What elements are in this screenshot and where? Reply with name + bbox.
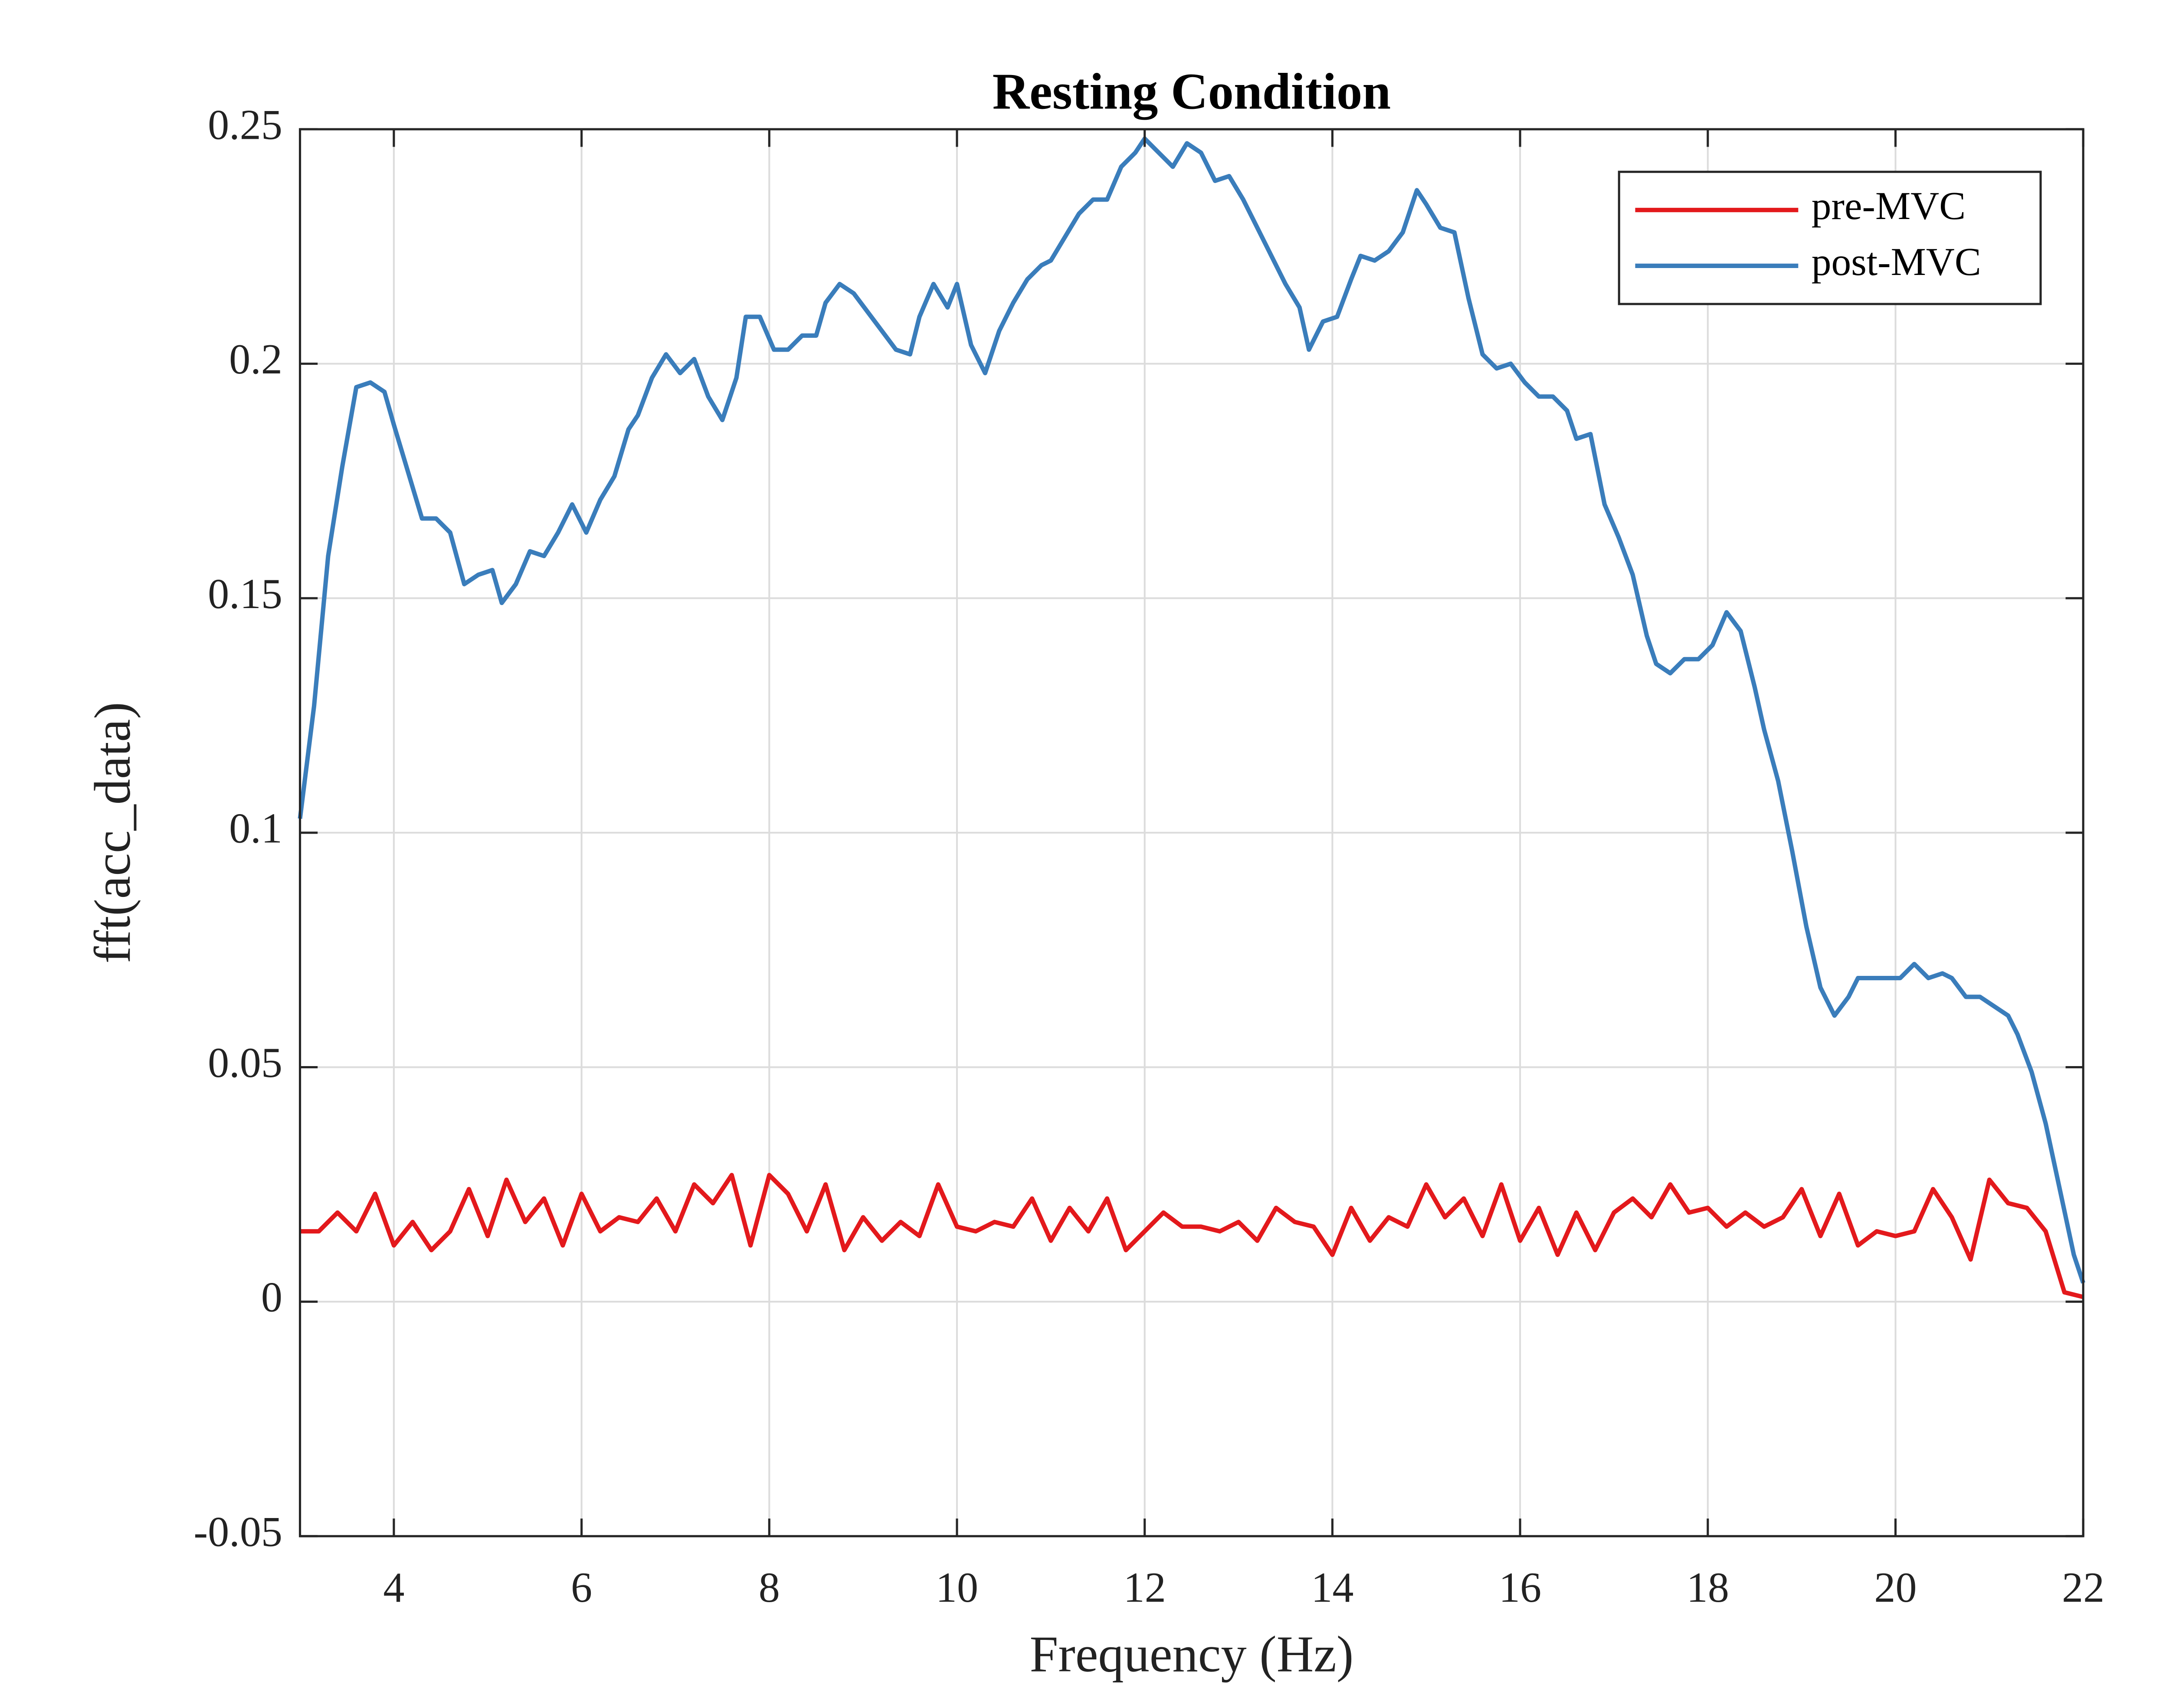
- legend-label: pre-MVC: [1812, 184, 1966, 228]
- x-tick-label: 6: [571, 1564, 592, 1611]
- y-tick-label: -0.05: [193, 1508, 282, 1555]
- x-tick-label: 20: [1874, 1564, 1917, 1611]
- x-tick-label: 12: [1124, 1564, 1166, 1611]
- x-tick-label: 22: [2062, 1564, 2104, 1611]
- x-tick-label: 10: [936, 1564, 978, 1611]
- y-axis-label: fft(acc_data): [84, 702, 141, 963]
- x-tick-label: 16: [1499, 1564, 1541, 1611]
- y-tick-label: 0.1: [229, 805, 282, 852]
- y-tick-label: 0.15: [208, 571, 282, 618]
- plot-area: [298, 136, 2086, 1299]
- x-tick-label: 18: [1687, 1564, 1729, 1611]
- y-tick-label: 0: [261, 1274, 282, 1321]
- legend-label: post-MVC: [1812, 240, 1981, 284]
- series-line: [298, 136, 2086, 1284]
- legend-box: [1618, 170, 2042, 305]
- y-tick-label: 0.2: [229, 336, 282, 383]
- x-tick-label: 14: [1311, 1564, 1353, 1611]
- legend: pre-MVC post-MVC: [1618, 170, 2042, 305]
- x-tick-label: 4: [383, 1564, 404, 1611]
- y-tick-label: 0.25: [208, 102, 282, 149]
- series-line: [300, 1173, 2084, 1299]
- x-axis-label: Frequency (Hz): [1029, 1625, 1353, 1682]
- y-tick-label: 0.05: [208, 1040, 282, 1086]
- x-tick-label: 8: [759, 1564, 780, 1611]
- chart-title: Resting Condition: [993, 63, 1391, 120]
- ticks: 4 6 8 10 12 14 16 18 20 22 -0.05 0 0.05 0.1 0.15 0.2 0.2…: [193, 102, 2104, 1612]
